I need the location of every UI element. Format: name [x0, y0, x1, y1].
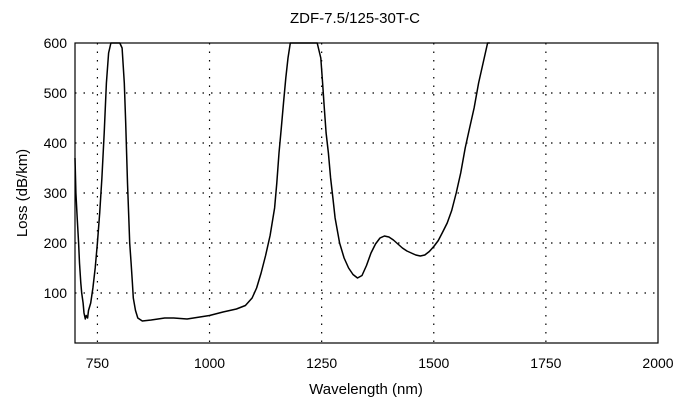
y-tick-labels: 100 200 300 400 500 600	[44, 35, 68, 301]
x-tick-labels: 750 1000 1250 1500 1750 2000	[86, 355, 674, 371]
x-tick-label: 2000	[642, 355, 673, 371]
y-tick-label: 100	[44, 285, 68, 301]
x-tick-label: 1250	[306, 355, 337, 371]
x-tick-label: 1000	[194, 355, 225, 371]
loss-curve	[74, 42, 490, 322]
x-tick-label: 1750	[530, 355, 561, 371]
grid-lines	[75, 43, 658, 343]
y-tick-label: 400	[44, 135, 68, 151]
y-axis-label: Loss (dB/km)	[14, 149, 31, 237]
plot-frame	[74, 42, 659, 344]
x-axis-label: Wavelength (nm)	[309, 381, 423, 398]
x-tick-label: 750	[86, 355, 110, 371]
chart-title: ZDF-7.5/125-30T-C	[290, 10, 420, 27]
y-tick-label: 300	[44, 185, 68, 201]
data-series	[74, 42, 490, 322]
y-tick-label: 500	[44, 85, 68, 101]
y-tick-label: 200	[44, 235, 68, 251]
y-tick-label: 600	[44, 35, 68, 51]
x-tick-label: 1500	[418, 355, 449, 371]
